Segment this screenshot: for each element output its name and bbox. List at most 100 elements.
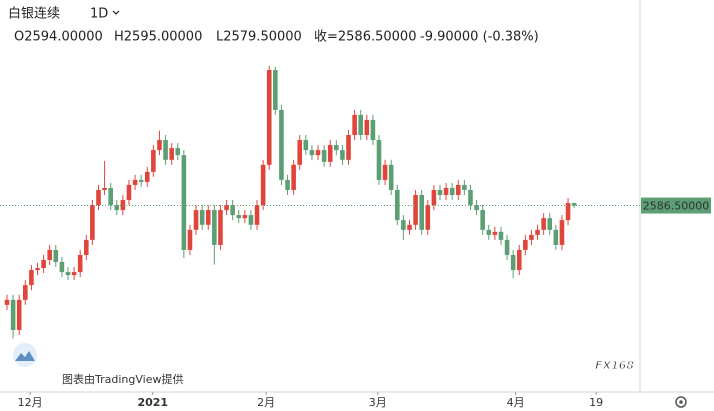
candle-body (151, 150, 156, 172)
last-price-box (641, 197, 711, 214)
candle-body (248, 215, 254, 225)
candle-body (443, 187, 449, 195)
candle-body (297, 140, 303, 165)
candle-body (401, 220, 406, 230)
candle-body (163, 140, 168, 160)
candle-body (187, 229, 193, 250)
interval[interactable]: 1D (90, 7, 108, 22)
candle-body (559, 220, 565, 245)
candle-body (108, 187, 113, 206)
candle-body (437, 189, 443, 195)
candle-body (394, 189, 400, 221)
tradingview-logo (13, 343, 37, 367)
candle-body (53, 249, 59, 263)
candle-body (553, 229, 559, 245)
candle-body (224, 205, 229, 211)
candle-body (529, 234, 534, 240)
candle-body (340, 150, 345, 160)
candle-body (199, 210, 205, 225)
attribution: 图表由TradingView提供 (62, 372, 183, 386)
candle-body (230, 205, 235, 216)
candle-body (504, 239, 510, 255)
candle-body (315, 150, 321, 156)
candle-body (114, 205, 120, 211)
candle-body (242, 215, 248, 219)
candle-body (236, 215, 242, 219)
candle-body (303, 140, 309, 151)
candle-body (413, 194, 418, 225)
candle-body (565, 203, 571, 221)
ohlc-value: -9.90000 (-0.38%) (420, 30, 539, 45)
last-price-label: 2586.50000 (643, 200, 709, 213)
candle-body (35, 268, 40, 271)
candle-body (535, 229, 540, 235)
candle-body (90, 205, 95, 240)
x-tick-label: 4月 (507, 396, 525, 409)
x-tick-label: 2021 (137, 396, 168, 409)
x-tick-label: 19 (589, 396, 603, 409)
candle-body (334, 145, 339, 151)
candle-body (254, 205, 260, 225)
candle-body (388, 164, 394, 190)
candle-body (71, 272, 77, 276)
candle-body (65, 272, 71, 276)
candle-body (157, 140, 162, 151)
candle-body (321, 150, 327, 162)
candle-body (266, 70, 272, 165)
candle-body (193, 210, 199, 230)
candle-body (132, 179, 138, 185)
candle-body (376, 140, 382, 180)
ohlc-value: H2595.00000 (114, 30, 202, 45)
x-tick-label: 2月 (257, 396, 275, 409)
candle-body (23, 285, 28, 300)
symbol-title: 白银连续 (8, 6, 60, 22)
interval-chevron[interactable] (112, 10, 120, 15)
candle-body (96, 189, 101, 206)
header-bg (0, 2, 300, 46)
candle-body (425, 205, 431, 230)
x-tick-label: 12月 (18, 396, 43, 409)
candle-body (571, 203, 577, 206)
candle-body (309, 150, 315, 156)
settings-icon[interactable] (675, 396, 687, 408)
candle-body (218, 210, 223, 245)
candle-body (120, 200, 126, 211)
candle-body (468, 189, 473, 206)
candle-body (16, 299, 22, 331)
candle-body (169, 148, 174, 160)
candle-body (486, 229, 492, 235)
candle-body (346, 135, 351, 160)
x-tick-label: 3月 (369, 396, 387, 409)
candle-body (212, 210, 217, 245)
candle-body (138, 179, 144, 182)
candle-body (370, 119, 376, 141)
candle-body (382, 164, 388, 180)
candle-body (47, 249, 52, 260)
ohlc-value: L2579.50000 (216, 30, 302, 45)
candle-body (541, 218, 546, 230)
candle-body (126, 184, 132, 201)
candle-body (205, 210, 211, 225)
candle-body (181, 155, 187, 250)
candle-body (431, 189, 437, 206)
candle-body (59, 262, 65, 273)
candle-body (279, 109, 284, 180)
plot-area (0, 66, 640, 339)
candle-body (260, 164, 266, 206)
candle-body (285, 179, 290, 190)
candle-body (352, 114, 357, 136)
candle-body (83, 239, 89, 255)
ohlc-value: O2594.00000 (14, 30, 103, 45)
candle-body (480, 210, 485, 230)
candle-body (175, 148, 181, 156)
candle-body (407, 224, 412, 230)
candle-body (41, 259, 46, 269)
candle-body (455, 184, 461, 195)
ohlc-legend: O2594.00000 H2595.00000 L2579.50000 收=2586.… (14, 30, 539, 45)
candle-body (547, 218, 553, 230)
candle-body (364, 119, 370, 136)
candle-body (510, 254, 516, 271)
candle-body (10, 299, 16, 331)
candle-body (273, 70, 278, 110)
